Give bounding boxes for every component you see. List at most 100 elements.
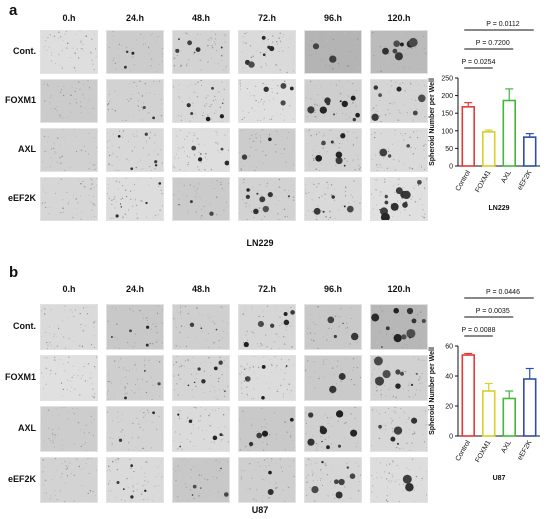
cell-line-label: LN229 <box>246 238 274 248</box>
bar-foxm1 <box>482 390 496 437</box>
micrograph-image <box>238 79 296 123</box>
timepoint-label: 96.h <box>323 284 342 294</box>
bar-chart: 0 20 40 60 Spheroid Number per Well Control FO… <box>412 262 548 499</box>
y-tick-label: 50 <box>445 146 453 153</box>
micrograph-image <box>40 355 98 401</box>
x-axis-label: U87 <box>493 475 506 482</box>
micrograph-image <box>106 406 164 452</box>
panel-letter: b <box>9 264 19 281</box>
bar-axl <box>502 99 516 167</box>
timepoint-label: 72.h <box>257 284 276 294</box>
micrograph-image <box>238 177 296 221</box>
timepoint-label: 96.h <box>323 13 342 23</box>
bar-chart-svg: 0 20 40 60 Spheroid Number per Well Control FO… <box>429 289 540 482</box>
cell-line-label: U87 <box>251 505 269 515</box>
category-label: eEF2K <box>517 169 534 191</box>
micrograph-image <box>238 406 296 452</box>
y-tick-label: 40 <box>445 374 453 381</box>
micrograph-image <box>370 406 428 452</box>
p-value-label: P = 0.0446 <box>486 289 520 296</box>
micrograph-image <box>172 177 230 221</box>
p-value-label: P = 0.0088 <box>462 327 496 334</box>
row-label: AXL <box>18 423 36 433</box>
bar-control <box>461 106 475 167</box>
timepoint-label: 0.h <box>62 13 76 23</box>
category-label: eEF2K <box>517 439 534 461</box>
micrograph-image <box>172 79 230 123</box>
timepoint-label: 48.h <box>191 13 210 23</box>
p-value-label: P = 0.0112 <box>486 21 520 28</box>
bar-eef2k <box>523 378 537 437</box>
micrograph-image <box>370 79 428 123</box>
p-value-label: P = 0.0254 <box>462 59 496 66</box>
timepoint-label: 72.h <box>257 13 276 23</box>
micrograph-image <box>40 128 98 172</box>
micrograph-image <box>370 355 428 401</box>
micrograph-image <box>40 177 98 221</box>
micrograph-image <box>106 304 164 350</box>
category-label: FOXM1 <box>474 169 492 193</box>
y-tick-label: 0 <box>449 434 453 441</box>
bar-chart-svg: 0 50 100 150 200 250 Spheroid Number per Well C… <box>429 21 540 212</box>
micrograph-image <box>370 128 428 172</box>
bar-control <box>461 354 475 437</box>
y-tick-label: 0 <box>449 164 453 171</box>
p-value-label: P = 0.7200 <box>476 40 510 47</box>
micrograph-image <box>304 457 362 503</box>
micrograph-image <box>370 30 428 74</box>
micrograph-image <box>370 304 428 350</box>
bar-foxm1 <box>482 131 496 167</box>
y-tick-label: 20 <box>445 404 453 411</box>
micrograph-image <box>304 304 362 350</box>
micrograph-image <box>40 304 98 350</box>
micrograph-image <box>172 355 230 401</box>
y-tick-label: 200 <box>441 93 453 100</box>
micrograph-image <box>304 177 362 221</box>
micrograph-image <box>172 30 230 74</box>
row-label: Cont. <box>13 321 36 331</box>
timepoint-label: 24.h <box>125 284 144 294</box>
micrograph-image <box>40 457 98 503</box>
micrograph-image <box>172 128 230 172</box>
y-tick-label: 100 <box>441 128 453 135</box>
timepoint-label: 120.h <box>387 284 411 294</box>
panel-letter: a <box>9 2 18 19</box>
bar-axl <box>502 397 516 437</box>
p-value-label: P = 0.0035 <box>476 308 510 315</box>
micrograph-image <box>304 128 362 172</box>
micrograph-image <box>106 30 164 74</box>
micrograph-image <box>40 30 98 74</box>
micrograph-image <box>172 304 230 350</box>
micrograph-image <box>238 457 296 503</box>
bar-chart: 0 50 100 150 200 250 Spheroid Number per Well C… <box>408 0 548 237</box>
row-label: FOXM1 <box>4 95 36 105</box>
micrograph-image <box>238 128 296 172</box>
micrograph-image <box>304 79 362 123</box>
panel-b: b 0.h 24.h 48.h 72.h 96.h 120.h Cont. FOXM1 AXL e… <box>0 262 550 519</box>
micrograph-image <box>172 457 230 503</box>
micrograph-image <box>172 406 230 452</box>
x-axis-label: LN229 <box>488 205 509 212</box>
micrograph-image <box>238 304 296 350</box>
row-label: eEF2K <box>7 193 36 203</box>
timepoint-label: 0.h <box>62 284 76 294</box>
micrograph-image <box>370 177 428 221</box>
y-tick-label: 60 <box>445 344 453 351</box>
category-label: Control <box>455 439 473 462</box>
timepoint-label: 120.h <box>387 13 411 23</box>
micrograph-image <box>106 128 164 172</box>
y-axis-label: Spheroid Number per Well <box>429 347 436 435</box>
category-label: Control <box>455 169 473 192</box>
micrograph-image <box>106 457 164 503</box>
row-label: eEF2K <box>7 474 36 484</box>
micrograph-image <box>106 355 164 401</box>
row-label: Cont. <box>13 46 36 56</box>
timepoint-label: 24.h <box>125 13 144 23</box>
micrograph-image <box>370 457 428 503</box>
micrograph-image <box>106 177 164 221</box>
bar-eef2k <box>523 136 537 167</box>
row-label: AXL <box>18 144 36 154</box>
y-tick-label: 150 <box>441 111 453 118</box>
row-label: FOXM1 <box>4 372 36 382</box>
micrograph-image <box>238 30 296 74</box>
